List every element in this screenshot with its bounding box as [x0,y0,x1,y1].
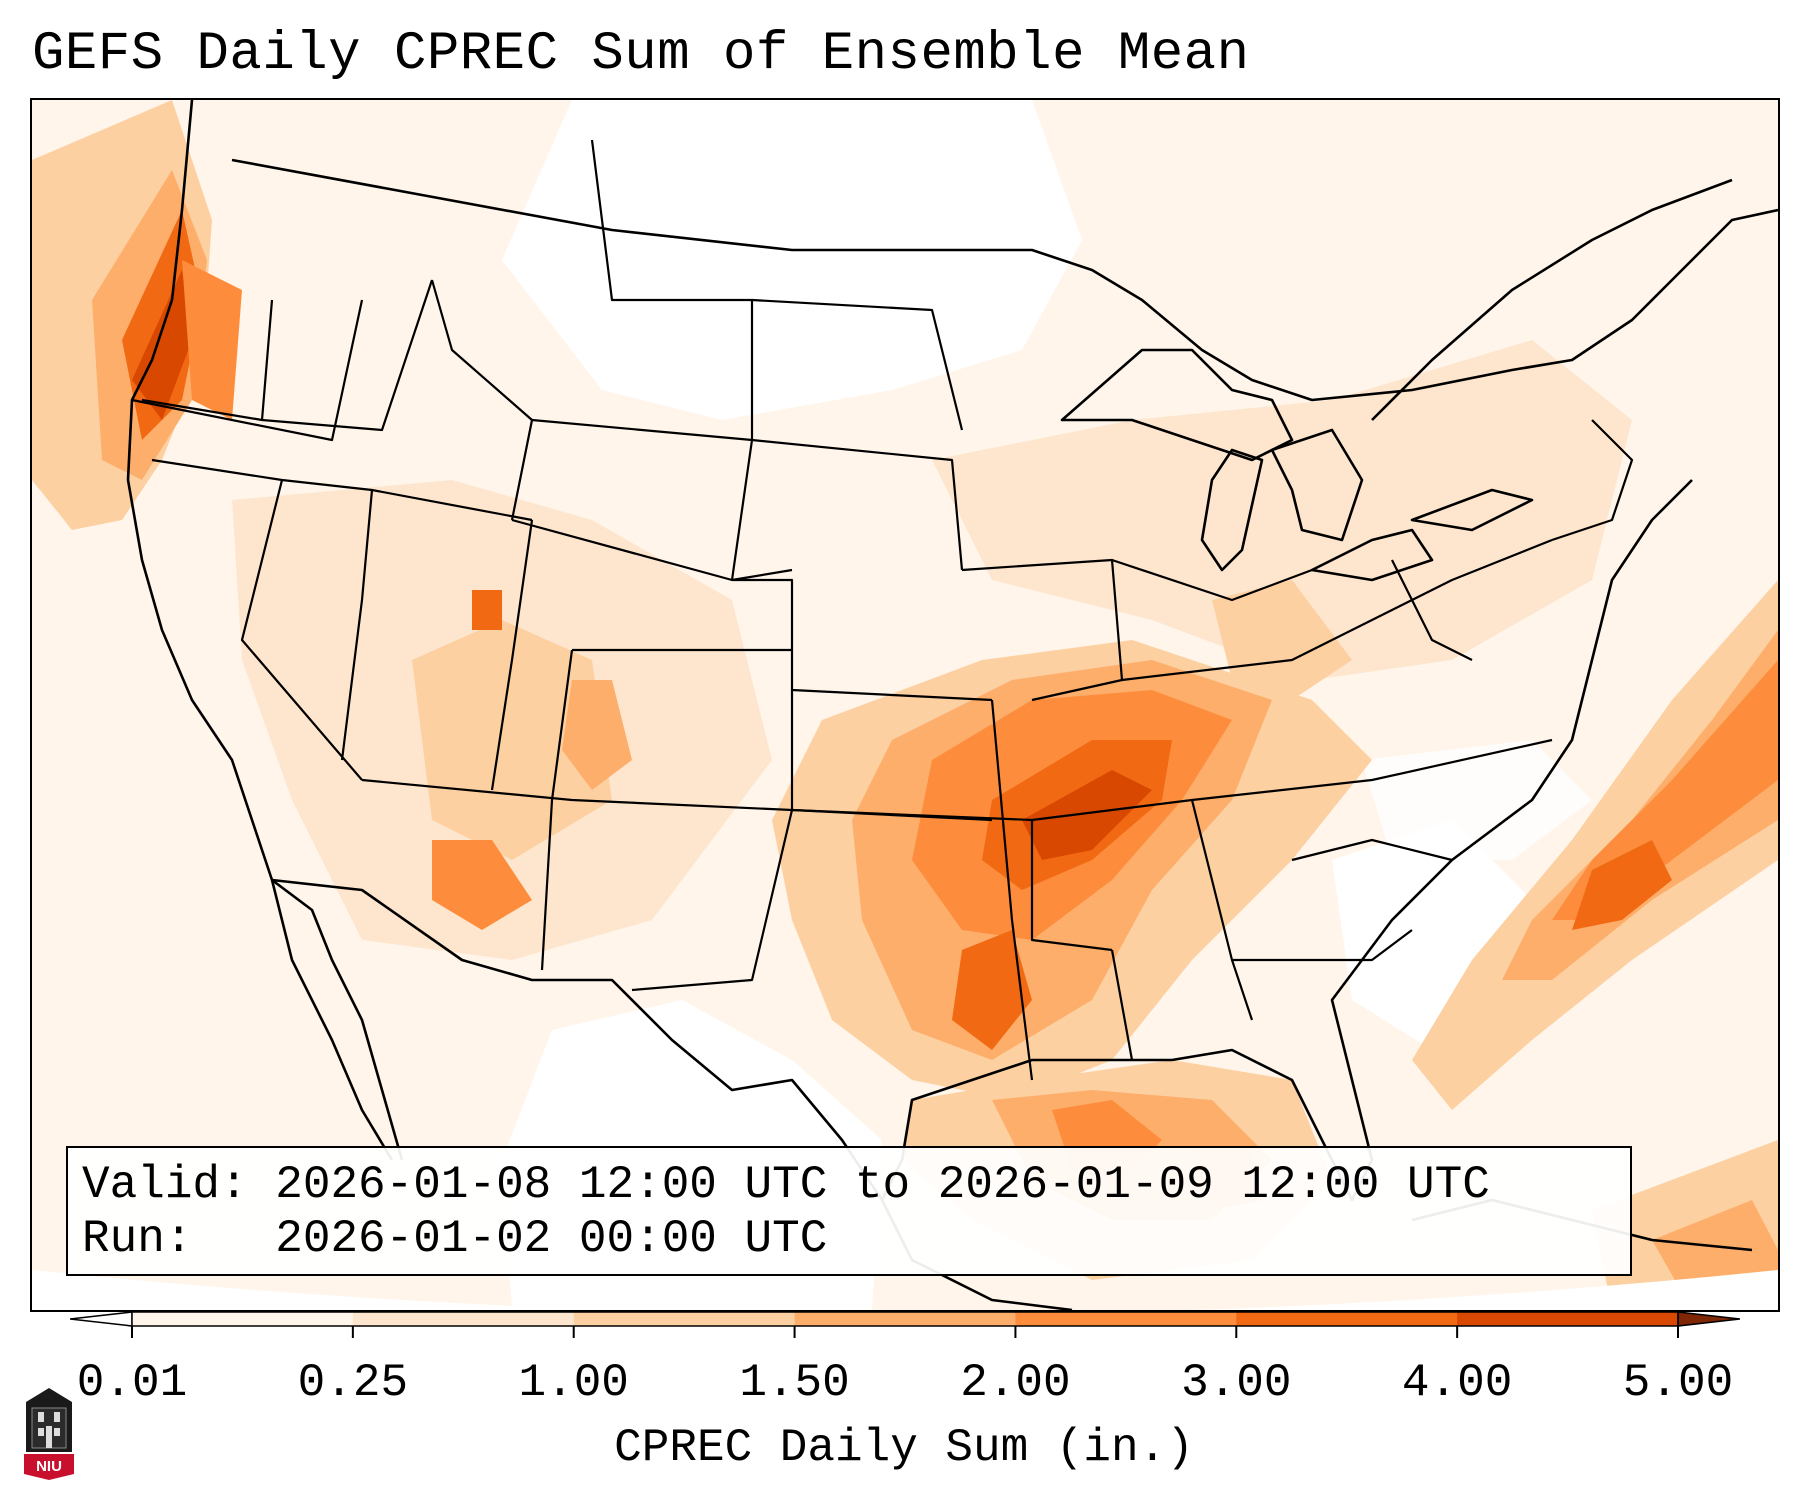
dry-area-north [502,100,1082,420]
run-time-text: Run: 2026-01-02 00:00 UTC [82,1213,828,1265]
colorbar-tick-label: 3.00 [1181,1357,1292,1409]
colorbar-outline [131,1312,1679,1327]
colorbar-segment [794,1312,1016,1326]
state-lines [131,139,1634,1081]
logo-text: NIU [36,1458,62,1475]
colorbar-tick-label: 1.00 [518,1357,629,1409]
colorbar-tick-label: 1.50 [739,1357,850,1409]
colorbar-segment [1457,1312,1679,1326]
colorbar-tick-label: 0.25 [297,1357,409,1409]
colorbar-segment [1236,1312,1458,1326]
colorbar-segment [1015,1312,1237,1326]
colorbar-ticks [131,1326,1679,1338]
colorbar-tick-label: 0.01 [76,1357,188,1409]
colorbar-segment [352,1312,575,1326]
plot-title: GEFS Daily CPREC Sum of Ensemble Mean [32,24,1250,85]
colorbar-segment [573,1312,796,1326]
niu-logo: NIU [24,1388,74,1480]
colorbar-tick-label: 5.00 [1622,1357,1734,1409]
colorbar-segment [132,1312,354,1326]
colorbar-under-arrow [70,1312,133,1327]
colorbar-tick-label: 2.00 [960,1357,1071,1409]
valid-time-text: Valid: 2026-01-08 12:00 UTC to 2026-01-0… [82,1159,1490,1211]
colorbar-tick-label: 4.00 [1401,1357,1513,1409]
map-panel [30,98,1780,1312]
valid-run-info-box: Valid: 2026-01-08 12:00 UTC to 2026-01-0… [66,1146,1632,1276]
colorbar-over-arrow [1677,1312,1740,1327]
precipitation-map [32,100,1778,1310]
projection-edge-bottom [32,1270,1778,1310]
colorbar [70,1312,1740,1338]
colorbar-label: CPREC Daily Sum (in.) [614,1422,1194,1474]
colorbar-segments [132,1312,1679,1326]
